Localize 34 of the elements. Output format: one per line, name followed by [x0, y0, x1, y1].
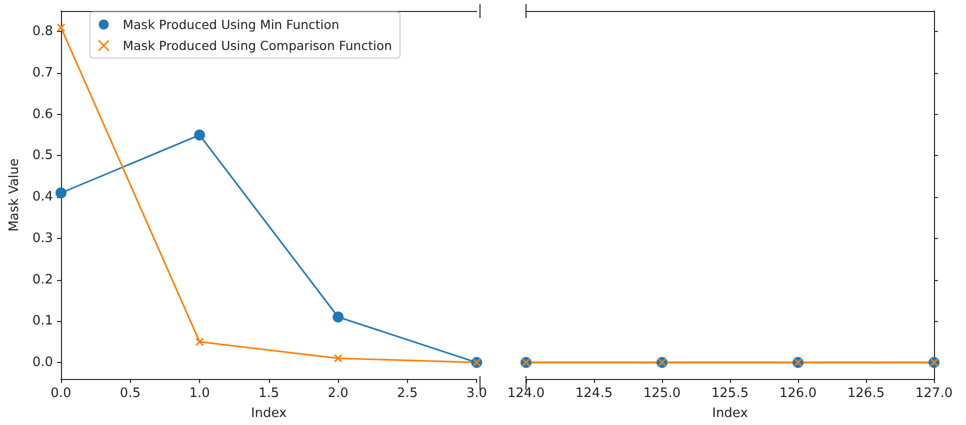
y-tick-label: 0.0 — [32, 354, 53, 370]
x-tick-label: 127.0 — [915, 386, 953, 401]
x-axis-title: Index — [250, 406, 288, 421]
x-tick-label: 1.5 — [258, 386, 280, 401]
y-tick-label: 0.3 — [32, 230, 53, 246]
legend-label: Mask Produced Using Comparison Function — [122, 38, 392, 53]
x-tick-label: 125.0 — [643, 386, 681, 401]
y-tick-label: 0.2 — [32, 272, 53, 288]
x-tick-label: 0.0 — [50, 386, 72, 401]
x-tick-label: 0.5 — [120, 386, 141, 401]
x-axis-title: Index — [712, 406, 748, 421]
x-tick-label: 2.5 — [397, 386, 418, 401]
y-tick-label: 0.4 — [32, 190, 53, 205]
x-tick-label: 124.5 — [575, 386, 613, 401]
point — [194, 130, 206, 141]
point — [334, 354, 342, 363]
x-tick-label: 3.0 — [466, 386, 488, 401]
point — [332, 311, 344, 322]
y-axis-title: Mask Value — [7, 158, 22, 232]
point — [56, 187, 66, 198]
x-tick-label: 1.0 — [189, 386, 210, 401]
point — [56, 23, 66, 32]
x-tick-label: 126.5 — [847, 386, 885, 401]
point — [195, 338, 204, 346]
x-tick-label: 125.5 — [711, 386, 749, 401]
legend-label: Mask Produced Using Min Function — [122, 17, 340, 32]
y-tick-label: 0.8 — [32, 24, 53, 40]
y-tick-label: 0.5 — [32, 148, 53, 164]
y-tick-label: 0.6 — [32, 106, 53, 122]
x-tick-label: 124.0 — [507, 386, 545, 401]
y-tick-label: 0.7 — [32, 66, 53, 81]
x-tick-label: 2.0 — [328, 386, 348, 401]
y-tick-label: 0.1 — [32, 314, 53, 329]
x-tick-label: 126.0 — [779, 386, 817, 401]
